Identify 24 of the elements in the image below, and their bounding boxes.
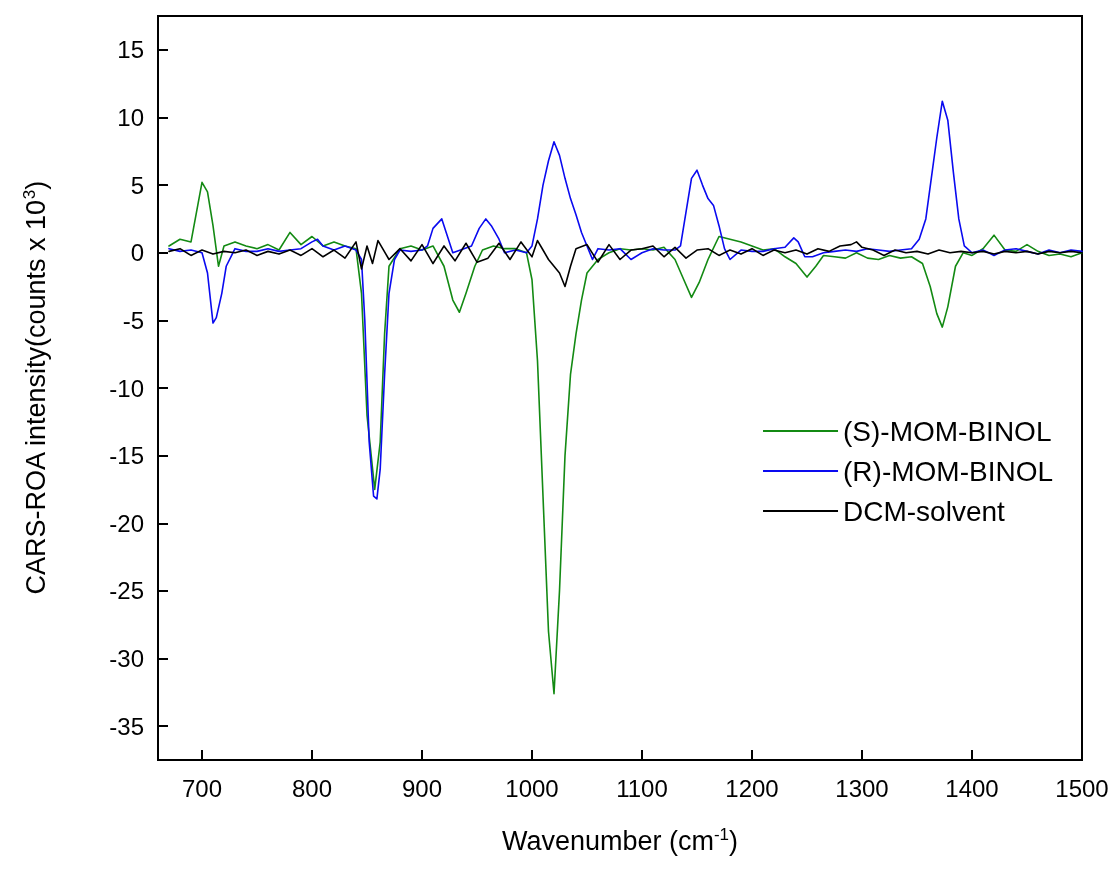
x-tick-label: 1200 bbox=[725, 774, 779, 802]
y-tick-label: -35 bbox=[109, 712, 144, 740]
y-tick-label: -20 bbox=[109, 509, 144, 537]
legend-label: (R)-MOM-BINOL bbox=[843, 455, 1054, 487]
y-tick-label: -25 bbox=[109, 577, 144, 605]
y-tick-label: -5 bbox=[122, 306, 144, 334]
y-tick-label: -15 bbox=[109, 442, 144, 470]
x-tick-label: 1100 bbox=[616, 774, 668, 802]
x-tick-label: 800 bbox=[291, 774, 333, 802]
x-tick-label: 1400 bbox=[945, 774, 999, 802]
y-tick-label: 0 bbox=[130, 239, 144, 267]
x-tick-label: 1300 bbox=[835, 774, 889, 802]
legend-label: DCM-solvent bbox=[843, 495, 1006, 527]
x-tick-label: 1500 bbox=[1055, 774, 1109, 802]
x-tick-label: 700 bbox=[181, 774, 223, 802]
y-tick-label: 10 bbox=[117, 103, 144, 131]
legend-label: (S)-MOM-BINOL bbox=[843, 415, 1052, 447]
x-tick-label: 900 bbox=[401, 774, 443, 802]
y-axis-title: CARS-ROA intensity(counts x 103) bbox=[20, 180, 51, 595]
y-tick-label: 15 bbox=[117, 36, 144, 64]
y-tick-label: 5 bbox=[130, 171, 144, 199]
y-tick-label: -10 bbox=[109, 374, 144, 402]
x-tick-label: 1000 bbox=[505, 774, 559, 802]
y-tick-label: -30 bbox=[109, 645, 144, 673]
